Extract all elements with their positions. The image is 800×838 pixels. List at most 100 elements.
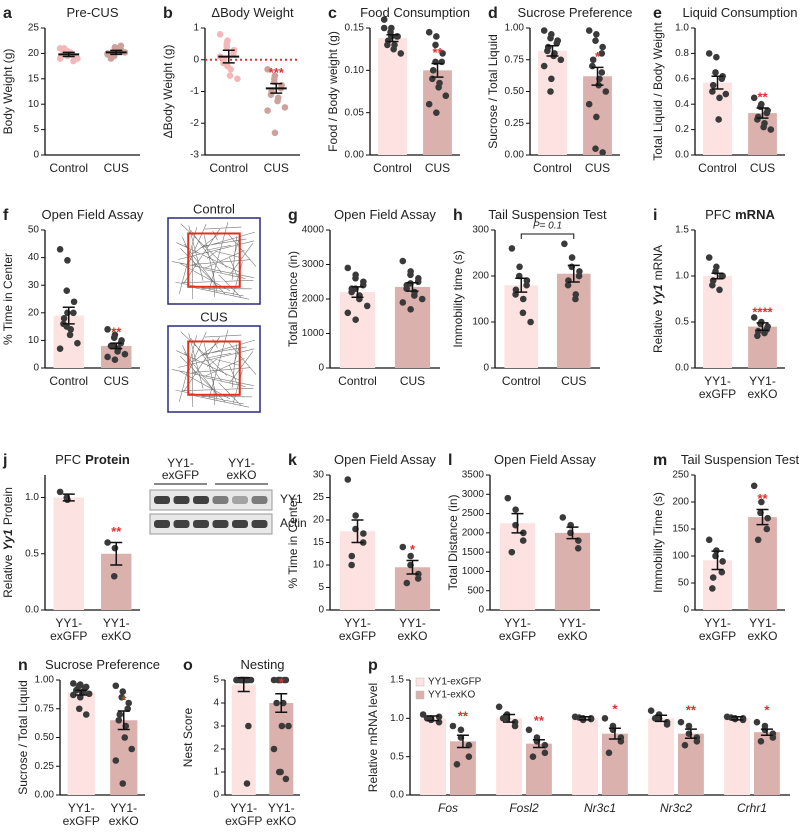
data-point bbox=[216, 31, 224, 38]
bar bbox=[339, 531, 376, 610]
blot-band bbox=[173, 520, 190, 528]
x-tick-label: Crhr1 bbox=[737, 801, 767, 815]
data-point bbox=[64, 309, 71, 317]
x-tick-label: CUS bbox=[425, 161, 450, 175]
significance: ** bbox=[432, 45, 443, 60]
data-point bbox=[716, 286, 723, 294]
bar bbox=[648, 718, 674, 795]
y-tick-label: 0 bbox=[213, 790, 219, 801]
x-tick-label: exKO bbox=[397, 629, 427, 643]
y-tick-label: 30 bbox=[28, 280, 40, 291]
y-tick-label: 0.50 bbox=[505, 86, 525, 97]
chart-title: Sucrose Preference bbox=[518, 5, 633, 20]
y-axis-label: Total Liquid / Body Weight bbox=[651, 22, 665, 161]
error-bar bbox=[566, 526, 579, 540]
y-tick-label: 0.05 bbox=[345, 107, 365, 118]
title-text: Sucrose Preference bbox=[45, 657, 160, 672]
x-tick-label: CUS bbox=[400, 374, 425, 388]
y-label-part: Relative bbox=[651, 309, 665, 353]
y-tick-label: 0.0 bbox=[25, 605, 39, 616]
legend-label: YY1-exGFP bbox=[428, 677, 482, 688]
data-point bbox=[709, 88, 716, 95]
data-point bbox=[82, 711, 90, 718]
data-point bbox=[118, 693, 126, 701]
panel-letter: i bbox=[653, 207, 657, 224]
data-point bbox=[112, 682, 120, 690]
y-tick-label: 2 bbox=[213, 744, 219, 755]
x-tick-label: exKO bbox=[747, 387, 777, 401]
data-point bbox=[275, 768, 283, 776]
data-point bbox=[121, 350, 129, 358]
panel-letter: o bbox=[183, 657, 193, 674]
bar bbox=[556, 273, 591, 368]
panel-letter: g bbox=[288, 207, 298, 224]
significance: * bbox=[764, 703, 770, 718]
y-label-part: Yy1 bbox=[651, 284, 665, 306]
significance: ** bbox=[458, 709, 469, 724]
data-point bbox=[264, 107, 271, 114]
data-point bbox=[705, 254, 713, 261]
y-tick-label: 0.50 bbox=[35, 732, 55, 743]
significance: ** bbox=[534, 713, 545, 728]
y-label-part: mRNA bbox=[651, 245, 665, 280]
blot-band bbox=[173, 496, 190, 504]
data-point bbox=[495, 703, 503, 711]
error-bar bbox=[591, 66, 604, 86]
y-tick-label: 1.0 bbox=[25, 492, 39, 503]
data-point bbox=[763, 525, 771, 533]
y-axis-label: Relative Yy1 mRNA bbox=[651, 245, 665, 353]
data-point bbox=[352, 275, 359, 282]
data-point bbox=[757, 738, 765, 745]
y-tick-label: 1500 bbox=[462, 547, 485, 558]
data-point bbox=[677, 718, 685, 726]
data-point bbox=[397, 50, 405, 57]
y-tick-label: 0.2 bbox=[675, 124, 689, 135]
data-point bbox=[56, 55, 64, 62]
blot-band-label: Actin bbox=[280, 516, 307, 530]
x-tick-label: CUS bbox=[104, 374, 129, 388]
x-tick-label: exGFP bbox=[63, 814, 100, 828]
data-point bbox=[529, 753, 537, 760]
data-point bbox=[585, 27, 593, 34]
x-tick-label: exKO bbox=[101, 629, 131, 643]
panel-letter: f bbox=[3, 207, 9, 224]
center-zone bbox=[187, 340, 241, 396]
y-tick-label: 10 bbox=[28, 335, 40, 346]
error-bar bbox=[655, 714, 668, 723]
title-text: Liquid Consumption bbox=[683, 5, 798, 20]
y-tick-label: 0 bbox=[33, 363, 39, 374]
data-point bbox=[435, 718, 443, 726]
data-point bbox=[433, 33, 440, 40]
y-tick-label: 200 bbox=[472, 271, 489, 282]
data-point bbox=[693, 738, 701, 745]
data-point bbox=[508, 245, 516, 252]
x-tick-label: CUS bbox=[750, 161, 775, 175]
significance: ** bbox=[757, 89, 768, 104]
error-bar bbox=[532, 739, 545, 749]
chart-title: Sucrose Preference bbox=[45, 657, 160, 672]
data-point bbox=[722, 90, 730, 98]
data-point bbox=[719, 558, 726, 565]
x-tick-label: Control bbox=[533, 161, 572, 175]
y-tick-label: 0.15 bbox=[345, 23, 365, 34]
y-tick-label: 5 bbox=[33, 124, 39, 135]
y-tick-label: 200 bbox=[672, 497, 689, 508]
y-axis-label: Total Distance (in) bbox=[446, 494, 460, 590]
error-bar bbox=[110, 49, 123, 56]
significance: **** bbox=[752, 304, 773, 319]
data-point bbox=[274, 676, 282, 684]
data-point bbox=[598, 69, 606, 76]
data-point bbox=[519, 309, 527, 317]
data-point bbox=[718, 75, 726, 83]
y-tick-label: 1 bbox=[213, 767, 219, 778]
chart-title: Nesting bbox=[240, 657, 284, 672]
data-point bbox=[271, 129, 279, 137]
data-point bbox=[264, 65, 271, 73]
y-axis-label: Relative Yy1 Protein bbox=[1, 487, 15, 598]
data-point bbox=[685, 722, 693, 730]
x-tick-label: exKO bbox=[747, 629, 777, 643]
data-point bbox=[457, 726, 465, 734]
data-point bbox=[592, 145, 599, 152]
error-bar bbox=[117, 710, 130, 731]
data-point bbox=[715, 116, 722, 123]
